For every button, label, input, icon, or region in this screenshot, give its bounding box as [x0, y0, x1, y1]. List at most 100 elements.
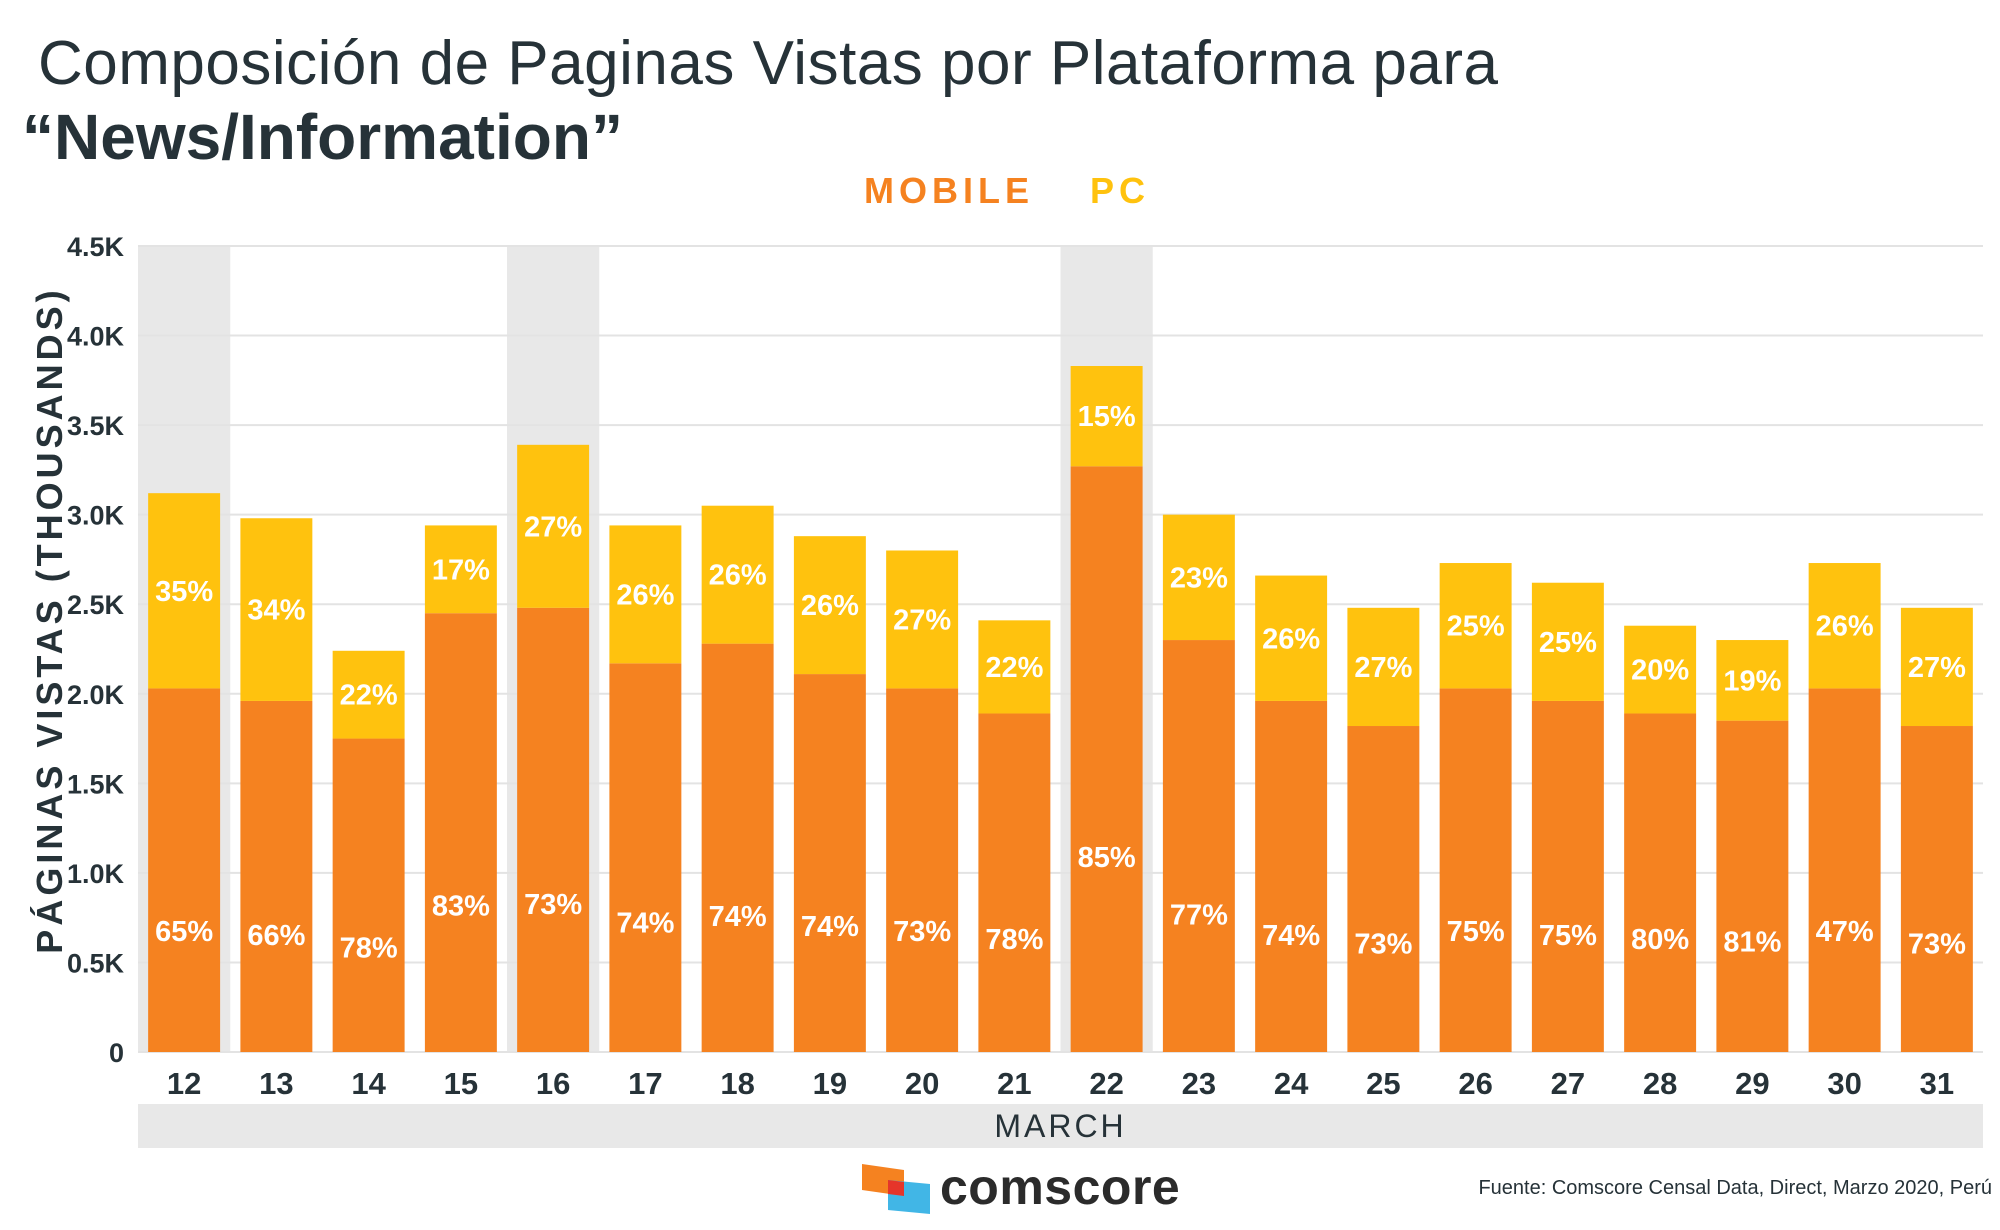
- legend: MOBILE PC: [0, 170, 2000, 220]
- y-tick-label: 3.5K: [67, 411, 125, 441]
- bar-pc: [240, 518, 313, 701]
- bar-mobile: [1347, 726, 1420, 1052]
- bar-mobile: [1900, 726, 1973, 1052]
- bar-pc: [609, 525, 682, 664]
- data-label-pc: 26%: [709, 560, 767, 592]
- bar-pc: [1347, 607, 1420, 727]
- data-label-mobile: 65%: [155, 916, 213, 948]
- bar-pc: [1255, 575, 1328, 701]
- x-tick-label: 14: [351, 1066, 386, 1101]
- y-tick-label: 4.0K: [67, 322, 125, 352]
- bar-mobile: [978, 713, 1051, 1052]
- data-label-pc: 26%: [616, 579, 674, 611]
- data-label-pc: 22%: [985, 652, 1043, 684]
- x-tick-label: 30: [1827, 1066, 1861, 1101]
- y-tick-label: 1.0K: [67, 859, 125, 889]
- data-label-pc: 35%: [155, 576, 213, 608]
- data-label-mobile: 74%: [1262, 920, 1320, 952]
- x-tick-label: 27: [1551, 1066, 1585, 1101]
- x-tick-label: 19: [813, 1066, 847, 1101]
- bar-mobile: [1070, 466, 1143, 1053]
- bar-mobile: [148, 688, 221, 1052]
- data-label-mobile: 77%: [1170, 900, 1228, 932]
- bar-mobile: [609, 663, 682, 1052]
- data-label-pc: 22%: [340, 680, 398, 712]
- data-label-pc: 27%: [524, 511, 582, 543]
- x-axis-band: [138, 1104, 1983, 1148]
- bar-chart: 0 0.5K 1.0K 1.5K 2.0K 2.5K 3.0K 3.5K 4.0K 4.5K 65%…: [67, 232, 1983, 1101]
- legend-mobile: MOBILE: [864, 170, 1034, 211]
- data-label-mobile: 78%: [340, 933, 398, 965]
- bar-pc: [701, 505, 774, 644]
- x-tick-label: 25: [1366, 1066, 1400, 1101]
- x-axis-label: MARCH: [994, 1108, 1127, 1144]
- data-label-pc: 19%: [1723, 665, 1781, 697]
- data-label-mobile: 73%: [524, 889, 582, 921]
- x-tick-label: 13: [259, 1066, 293, 1101]
- bar-mobile: [424, 613, 497, 1052]
- data-label-mobile: 80%: [1631, 924, 1689, 956]
- x-tick-label: 18: [720, 1066, 754, 1101]
- data-label-pc: 20%: [1631, 655, 1689, 687]
- comscore-logo-icon: [862, 1164, 930, 1214]
- x-tick-label: 15: [444, 1066, 478, 1101]
- bar-mobile: [793, 674, 866, 1052]
- x-tick-label: 24: [1274, 1066, 1309, 1101]
- data-label-pc: 17%: [432, 554, 490, 586]
- y-tick-label: 3.0K: [67, 501, 125, 531]
- y-tick-label: 2.0K: [67, 680, 125, 710]
- data-label-pc: 26%: [801, 590, 859, 622]
- data-label-pc: 23%: [1170, 562, 1228, 594]
- bar-mobile: [1808, 688, 1881, 1052]
- bar-pc: [1808, 563, 1881, 689]
- bar-pc: [1531, 582, 1604, 701]
- data-label-mobile: 66%: [247, 920, 305, 952]
- bar-mobile: [1716, 720, 1789, 1052]
- bar-pc: [332, 650, 405, 739]
- data-label-mobile: 75%: [1447, 916, 1505, 948]
- y-tick-label: 4.5K: [67, 232, 125, 262]
- bar-pc: [1624, 625, 1697, 714]
- data-label-mobile: 73%: [1354, 928, 1412, 960]
- y-tick-label: 1.5K: [67, 769, 125, 799]
- data-label-mobile: 74%: [801, 911, 859, 943]
- chart-title: Composición de Paginas Vistas por Plataf…: [38, 29, 1499, 98]
- bar-pc: [1900, 607, 1973, 727]
- bar-mobile: [240, 700, 313, 1052]
- data-label-pc: 26%: [1262, 623, 1320, 655]
- data-label-mobile: 85%: [1078, 842, 1136, 874]
- x-tick-label: 16: [536, 1066, 570, 1101]
- x-tick-label: 20: [905, 1066, 939, 1101]
- bar-mobile: [1439, 688, 1512, 1052]
- chart-subtitle: “News/Information”: [22, 101, 623, 173]
- data-label-mobile: 75%: [1539, 920, 1597, 952]
- bar-mobile: [1255, 700, 1328, 1052]
- x-tick-label: 23: [1182, 1066, 1216, 1101]
- data-label-mobile: 83%: [432, 891, 490, 923]
- source-note: Fuente: Comscore Censal Data, Direct, Ma…: [1478, 1177, 1992, 1199]
- data-label-mobile: 74%: [709, 901, 767, 933]
- x-tick-label: 29: [1735, 1066, 1769, 1101]
- data-label-pc: 25%: [1447, 611, 1505, 643]
- bar-mobile: [332, 738, 405, 1052]
- x-tick-label: 17: [628, 1066, 662, 1101]
- data-label-pc: 34%: [247, 595, 305, 627]
- data-label-mobile: 74%: [616, 907, 674, 939]
- data-label-pc: 26%: [1816, 611, 1874, 643]
- bar-pc: [1070, 366, 1143, 467]
- y-tick-label: 2.5K: [67, 590, 125, 620]
- data-label-pc: 27%: [1908, 652, 1966, 684]
- data-label-mobile: 47%: [1816, 916, 1874, 948]
- data-label-pc: 27%: [893, 604, 951, 636]
- x-tick-label: 31: [1920, 1066, 1954, 1101]
- bar-mobile: [1624, 713, 1697, 1052]
- y-tick-label: 0: [109, 1038, 124, 1068]
- bar-mobile: [1162, 640, 1235, 1052]
- data-label-mobile: 78%: [985, 924, 1043, 956]
- x-tick-label: 22: [1089, 1066, 1123, 1101]
- comscore-logo-text: comscore: [940, 1159, 1181, 1215]
- data-label-mobile: 81%: [1723, 927, 1781, 959]
- x-tick-label: 28: [1643, 1066, 1677, 1101]
- bar-pc: [517, 444, 590, 608]
- data-label-mobile: 73%: [1908, 928, 1966, 960]
